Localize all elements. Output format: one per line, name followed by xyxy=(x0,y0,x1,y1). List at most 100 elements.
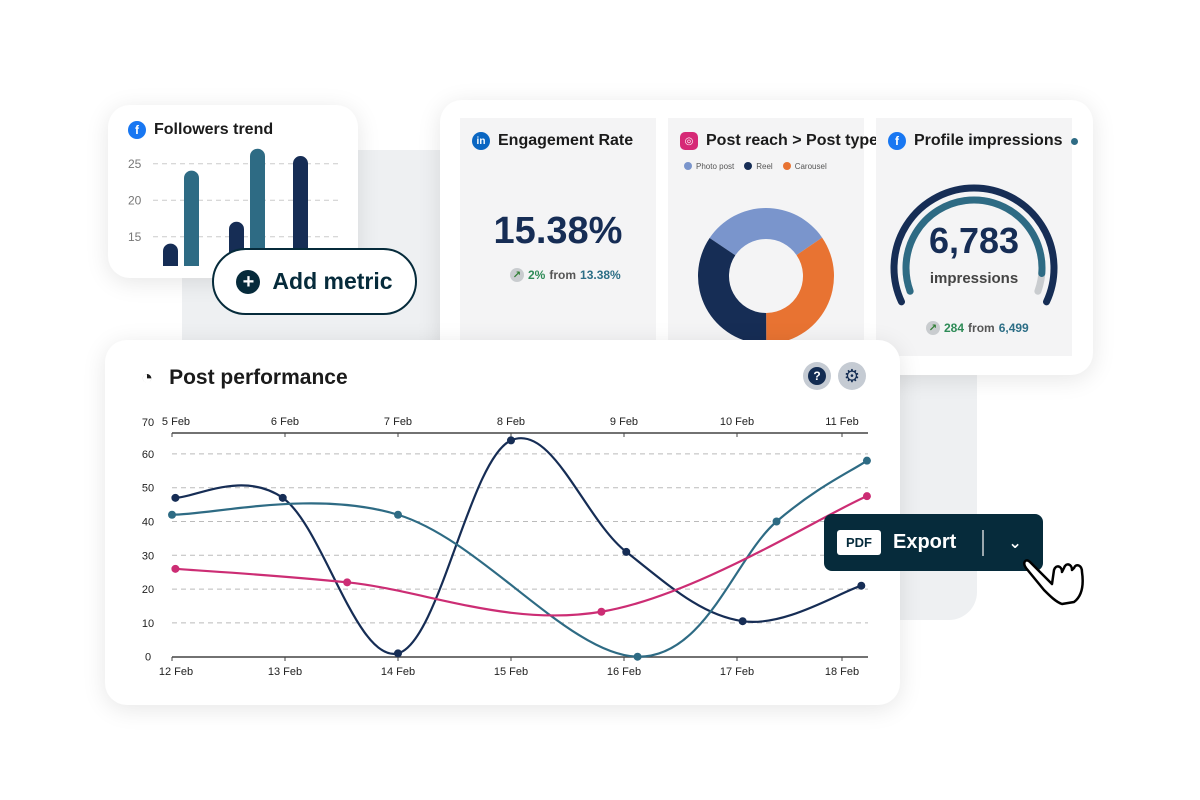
y-tick-label: 10 xyxy=(142,618,154,630)
data-point xyxy=(857,581,866,590)
data-point xyxy=(507,436,515,445)
profile-impressions-panel: f Profile impressions 6,783 impressions … xyxy=(876,118,1078,356)
title-text: Post reach > Post type xyxy=(706,132,879,149)
x-top-tick-label: 9 Feb xyxy=(610,416,638,428)
post-performance-chart: 0 10 20 30 40 50 60 70 12 Feb 13 Feb 14 Feb 15 Feb 1… xyxy=(142,416,871,678)
donut-slice xyxy=(698,237,767,344)
engagement-rate-title: in Engagement Rate xyxy=(472,132,633,150)
data-point xyxy=(343,578,352,587)
legend-item: Photo post xyxy=(684,162,734,171)
hand-pointer-icon xyxy=(1023,559,1084,606)
series-line xyxy=(175,437,862,655)
y-tick-label: 30 xyxy=(142,550,154,562)
engagement-delta: ↗ 2% from 13.38% xyxy=(510,268,621,282)
donut-legend: Photo post Reel Carousel xyxy=(684,162,827,171)
x-top-tick-label: 11 Feb xyxy=(825,416,858,428)
gauge-icon: ◔ xyxy=(141,366,154,389)
data-point xyxy=(862,456,871,465)
metrics-card: in Engagement Rate 15.38% ↗ 2% from 13.3… xyxy=(440,100,1093,375)
followers-trend-title: f Followers trend xyxy=(128,121,273,139)
chevron-down-icon[interactable]: ⌄ xyxy=(1008,534,1022,552)
gear-icon: ⚙ xyxy=(843,365,861,386)
y-tick-label: 15 xyxy=(128,230,142,244)
y-tick-label: 0 xyxy=(145,652,151,664)
impressions-gauge xyxy=(890,184,1058,306)
add-metric-button[interactable]: + Add metric xyxy=(212,248,417,315)
data-point xyxy=(633,652,642,661)
bar xyxy=(250,148,265,266)
bar xyxy=(184,170,199,266)
x-top-tick-label: 5 Feb xyxy=(162,416,190,428)
data-point xyxy=(278,493,287,502)
y-tick-label: 25 xyxy=(128,157,142,171)
settings-button[interactable]: ⚙ xyxy=(838,362,866,390)
donut-slice xyxy=(766,237,834,344)
x-bottom-tick-label: 12 Feb xyxy=(159,666,193,678)
data-point xyxy=(597,607,606,616)
from-label: from xyxy=(968,321,995,335)
bar xyxy=(293,156,308,266)
profile-impressions-title: f Profile impressions xyxy=(888,132,1078,150)
x-bottom-tick-label: 14 Feb xyxy=(381,666,415,678)
pdf-badge: PDF xyxy=(837,530,881,555)
legend-item: Reel xyxy=(744,162,773,171)
impressions-delta: ↗ 284 from 6,499 xyxy=(926,321,1029,335)
title-text: Followers trend xyxy=(154,121,274,138)
engagement-rate-value: 15.38% xyxy=(493,210,623,252)
export-button[interactable]: PDF Export ⌄ xyxy=(824,514,1043,571)
impressions-value: 6,783 xyxy=(928,220,1020,261)
title-text: Profile impressions xyxy=(914,132,1063,149)
previous-value: 6,499 xyxy=(998,321,1029,335)
x-top-tick-label: 8 Feb xyxy=(497,416,525,428)
delta-value: 2% xyxy=(528,268,546,282)
y-tick-label: 50 xyxy=(142,483,154,495)
y-tick-label: 70 xyxy=(142,417,154,429)
from-label: from xyxy=(549,268,577,282)
legend-label: Photo post xyxy=(696,162,735,171)
legend-swatch xyxy=(684,162,692,170)
gauge-fill xyxy=(902,196,1046,295)
x-bottom-tick-label: 16 Feb xyxy=(607,666,641,678)
previous-value: 13.38% xyxy=(580,268,621,282)
legend-swatch xyxy=(744,162,753,170)
followers-trend-card: f Followers trend 15 20 25 xyxy=(108,105,358,278)
legend-label: Carousel xyxy=(794,162,827,171)
question-icon: ? xyxy=(808,367,826,385)
title-text: Post performance xyxy=(169,366,348,389)
x-top-tick-label: 7 Feb xyxy=(384,416,412,428)
series-line xyxy=(175,495,868,617)
help-button[interactable]: ? xyxy=(803,362,831,390)
trend-up-icon: ↗ xyxy=(926,321,940,335)
x-bottom-tick-label: 15 Feb xyxy=(494,666,528,678)
post-performance-title: ◔ Post performance xyxy=(141,366,348,390)
data-point xyxy=(394,510,402,519)
series-line xyxy=(171,459,868,658)
trend-up-icon: ↗ xyxy=(510,268,524,282)
gauge-outer-arc xyxy=(890,184,1058,306)
x-bottom-tick-label: 18 Feb xyxy=(825,666,859,678)
add-metric-label: Add metric xyxy=(272,268,393,294)
data-point xyxy=(622,547,631,556)
facebook-icon: f xyxy=(888,132,906,150)
followers-chart: 15 20 25 xyxy=(128,148,338,266)
x-top-tick-label: 6 Feb xyxy=(271,416,299,428)
y-tick-label: 40 xyxy=(142,517,154,529)
y-tick-label: 20 xyxy=(142,584,154,596)
x-bottom-tick-label: 17 Feb xyxy=(720,666,754,678)
data-point xyxy=(862,492,871,501)
data-point xyxy=(168,510,176,519)
x-bottom-tick-label: 13 Feb xyxy=(268,666,302,678)
x-top-tick-label: 10 Feb xyxy=(720,416,754,428)
status-dot xyxy=(1070,137,1078,145)
legend-label: Reel xyxy=(756,162,773,171)
instagram-icon: ◎ xyxy=(680,132,698,150)
y-tick-label: 20 xyxy=(128,193,142,207)
legend-item: Carousel xyxy=(782,162,827,171)
legend-swatch xyxy=(782,162,791,170)
engagement-rate-panel: in Engagement Rate 15.38% ↗ 2% from 13.3… xyxy=(460,118,656,356)
post-type-donut xyxy=(698,208,834,344)
data-point xyxy=(171,493,180,502)
y-tick-label: 60 xyxy=(142,449,154,461)
post-performance-card: ◔ Post performance ? ⚙ xyxy=(105,340,900,705)
linkedin-icon: in xyxy=(472,132,490,150)
